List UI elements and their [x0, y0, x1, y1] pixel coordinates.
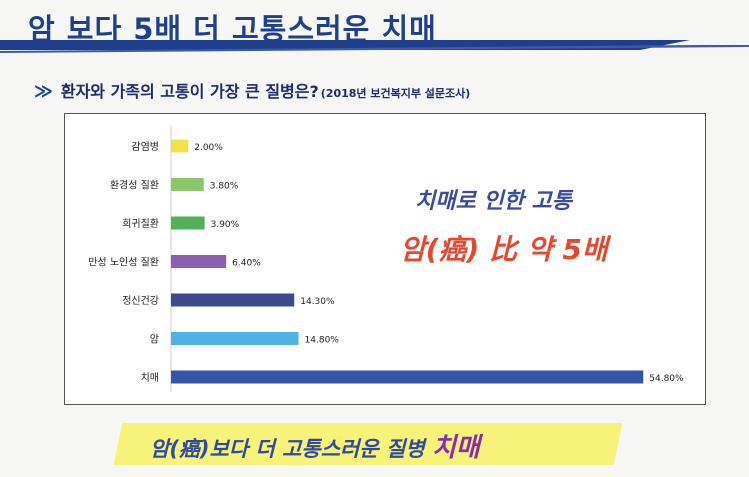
banner-text: 암(癌)보다 더 고통스러운 질병 [150, 437, 432, 461]
bar [171, 255, 227, 268]
value-label: 3.90% [211, 220, 240, 230]
value-label: 54.80% [649, 374, 684, 384]
value-label: 6.40% [232, 259, 261, 269]
callout-pain-label: 치매로 인한 고통 [415, 189, 572, 214]
category-label: 암 [150, 334, 159, 346]
category-label: 정신건강 [122, 295, 159, 307]
value-label: 3.80% [210, 182, 239, 192]
subtitle-source: (2018년 보건복지부 설문조사) [320, 87, 471, 100]
double-chevron-icon: ≫ [34, 81, 53, 102]
bar [171, 293, 295, 307]
value-label: 2.00% [194, 143, 223, 153]
banner-caption: 암(癌)보다 더 고통스러운 질병 치매 [150, 427, 480, 464]
bar-chart: 감염병 2.00% 환경성 질환 3.80% 희귀질환 3.90% 만성 노인성 질환 6.4… [88, 126, 684, 392]
category-label: 치매 [141, 372, 159, 384]
bar [171, 370, 644, 384]
value-label: 14.80% [305, 336, 340, 346]
header-rule [0, 40, 749, 53]
callout-ratio: 암(癌) 比 약 5배 [400, 233, 608, 266]
bar [171, 178, 204, 191]
category-label: 희귀질환 [122, 218, 159, 230]
subtitle-question: 환자와 가족의 고통이 가장 큰 질병은? [60, 82, 319, 101]
bar [171, 332, 299, 345]
banner-accent: 치매 [431, 433, 480, 463]
category-label: 감염병 [131, 141, 159, 153]
bar [171, 139, 189, 153]
category-label: 만성 노인성 질환 [88, 257, 159, 269]
chart-subtitle: ≫ 환자와 가족의 고통이 가장 큰 질병은? (2018년 보건복지부 설문조… [34, 78, 470, 102]
value-label: 14.30% [300, 297, 335, 307]
chart-container: 감염병 2.00% 환경성 질환 3.80% 희귀질환 3.90% 만성 노인성 질환 6.4… [64, 113, 706, 405]
category-label: 환경성 질환 [110, 179, 159, 192]
bar [171, 216, 205, 230]
